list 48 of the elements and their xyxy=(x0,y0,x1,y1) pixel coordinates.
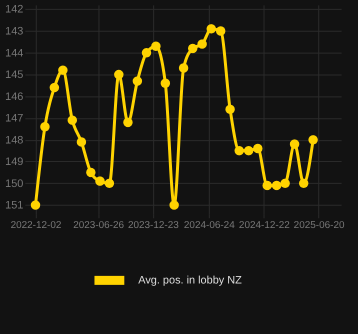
y-tick-label: 150 xyxy=(5,178,24,190)
point xyxy=(298,178,308,188)
point xyxy=(244,146,254,156)
x-tick-label: 2025-06-20 xyxy=(294,220,345,232)
y-tick-label: 151 xyxy=(5,200,24,212)
point xyxy=(30,200,40,210)
x-tick-label: 2024-12-22 xyxy=(238,220,290,232)
point xyxy=(262,180,272,190)
y-tick-label: 145 xyxy=(5,69,24,82)
legend-label: Avg. pos. in lobby NZ xyxy=(138,274,242,286)
x-tick-label: 2023-12-23 xyxy=(128,220,180,232)
point xyxy=(178,63,188,73)
point xyxy=(206,24,216,34)
x-tick-label: 2024-06-24 xyxy=(184,220,236,232)
point xyxy=(197,39,207,49)
point xyxy=(169,200,179,210)
y-tick-label: 148 xyxy=(5,134,24,146)
y-tick-label: 142 xyxy=(5,4,24,16)
point xyxy=(253,144,262,154)
point xyxy=(272,180,282,190)
point xyxy=(76,137,86,147)
point xyxy=(160,78,170,88)
point xyxy=(290,139,300,149)
y-tick-label: 144 xyxy=(5,47,24,60)
point xyxy=(216,26,226,36)
point xyxy=(114,70,124,80)
point xyxy=(104,178,114,188)
x-tick-label: 2023-06-26 xyxy=(73,220,125,232)
point xyxy=(308,135,318,144)
y-tick-label: 147 xyxy=(5,112,24,125)
point xyxy=(234,146,244,156)
point xyxy=(86,168,96,178)
point xyxy=(151,42,161,51)
y-tick-label: 143 xyxy=(5,26,24,38)
x-tick-label: 2022-12-02 xyxy=(10,220,62,232)
point xyxy=(58,65,68,75)
point xyxy=(50,82,60,92)
y-tick-label: 146 xyxy=(5,90,24,103)
point xyxy=(142,48,152,58)
point xyxy=(40,122,50,132)
point xyxy=(280,178,290,188)
y-tick-label: 149 xyxy=(5,156,24,168)
point xyxy=(95,176,105,186)
point xyxy=(188,44,198,54)
point xyxy=(123,118,133,128)
point xyxy=(68,116,78,125)
point xyxy=(225,104,235,114)
point xyxy=(132,76,142,86)
